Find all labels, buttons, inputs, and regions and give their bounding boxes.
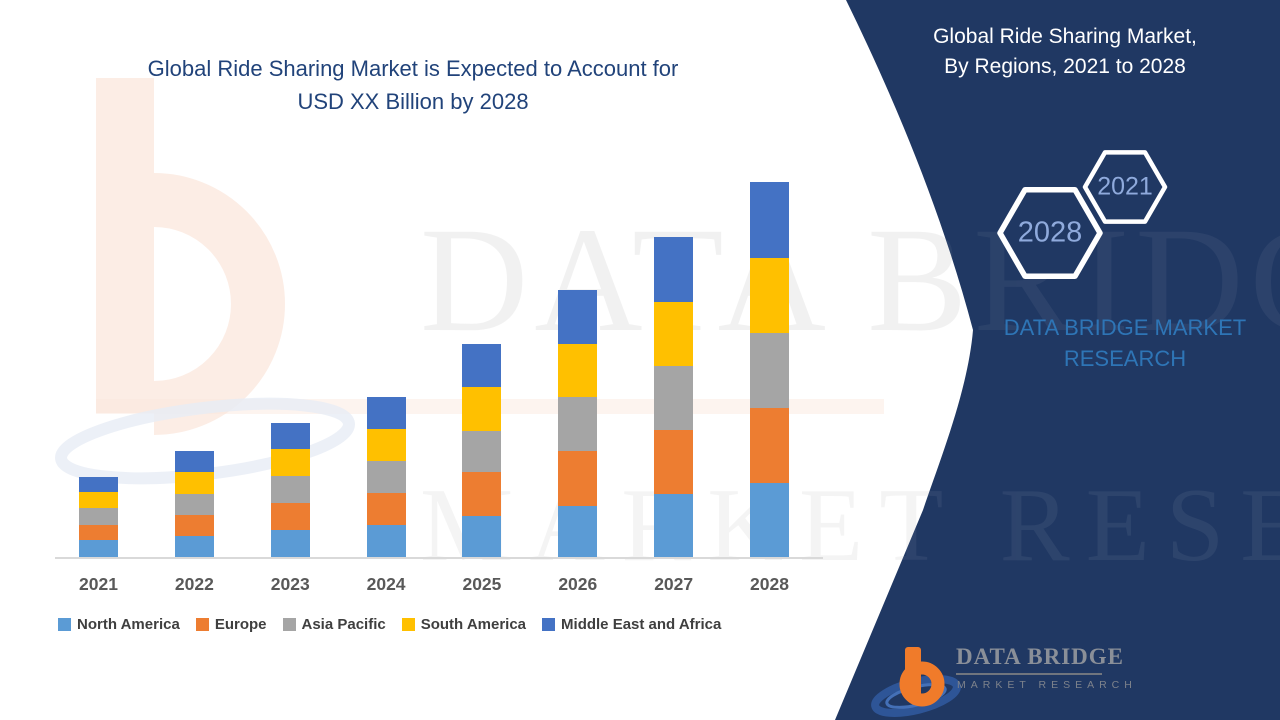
bar-segment-2024-europe [366,493,406,525]
bar-2026 [558,290,598,557]
legend-label-middle-east-and-africa: Middle East and Africa [561,616,722,633]
legend-swatch-europe [195,618,209,631]
logo-name-text: DATA BRIDGE [956,644,1124,669]
panel-title: Global Ride Sharing Market, By Regions, … [890,22,1240,82]
bar-segment-2021-middle-east-and-africa [79,477,118,492]
logo-b-bowl [899,661,945,707]
chart-title: Global Ride Sharing Market is Expected t… [33,52,793,118]
bar-segment-2024-middle-east-and-africa [366,397,406,429]
legend-swatch-middle-east-and-africa [542,618,556,631]
bar-segment-2023-north-america [270,530,310,557]
bar-segment-2021-north-america [79,540,118,557]
legend: North America Europe Asia Pacific South Ame… [58,616,721,633]
legend-swatch-south-america [401,618,415,631]
chart-title-line2: USD XX Billion by 2028 [297,89,529,114]
legend-item-asia-pacific: Asia Pacific [282,616,386,633]
bar-segment-2026-europe [558,451,598,506]
bar-segment-2023-south-america [270,449,310,476]
bar-segment-2028-asia-pacific [750,333,790,408]
bar-segment-2023-europe [270,503,310,530]
bar-segment-2026-north-america [558,506,598,557]
legend-item-south-america: South America [401,616,527,633]
x-axis-label-2028: 2028 [750,574,789,594]
bar-segment-2026-asia-pacific [558,397,598,451]
legend-label-asia-pacific: Asia Pacific [301,616,386,633]
bar-2028 [750,182,790,557]
bar-segment-2025-asia-pacific [462,431,502,472]
legend-label-south-america: South America [420,616,527,633]
x-axis-label-2027: 2027 [654,574,694,594]
bar-segment-2028-north-america [750,483,790,557]
bar-segment-2027-north-america [654,494,694,557]
logo-subtext: MARKET RESEARCH [957,679,1137,691]
bar-segment-2027-europe [654,430,694,494]
bar-segment-2027-middle-east-and-africa [654,237,694,302]
bar-segment-2028-middle-east-and-africa [750,182,790,258]
logo-divider [956,673,1102,675]
x-axis-label-2022: 2022 [174,574,214,594]
bar-segment-2022-asia-pacific [174,494,214,515]
bar-segment-2026-middle-east-and-africa [558,290,598,344]
bar-segment-2021-asia-pacific [79,508,118,525]
bar-segment-2024-north-america [366,525,406,557]
bar-segment-2022-south-america [174,472,214,494]
bar-segment-2028-europe [750,408,790,483]
panel-title-line2: By Regions, 2021 to 2028 [944,55,1186,78]
x-axis-line [55,557,823,559]
bar-segment-2022-north-america [174,536,214,557]
bar-2024 [366,397,406,557]
legend-item-europe: Europe [195,616,267,633]
bar-2022 [174,451,214,557]
hexagon-2021 [1082,150,1168,224]
x-axis-label-2026: 2026 [558,574,598,594]
bar-segment-2024-south-america [366,429,406,461]
hexagon-2021-label: 2021 [1097,172,1153,201]
chart-title-line1: Global Ride Sharing Market is Expected t… [147,56,679,81]
bar-segment-2028-south-america [750,258,790,333]
bar-2025 [462,344,502,557]
bar-segment-2026-south-america [558,344,598,397]
x-axis-label-2024: 2024 [366,574,406,594]
x-axis-label-2023: 2023 [270,574,310,594]
bar-segment-2022-europe [174,515,214,536]
panel-brand-line1: DATA BRIDGE MARKET [1003,315,1247,340]
legend-item-north-america: North America [58,616,180,633]
logo-mark [871,647,961,717]
legend-swatch-north-america [58,618,71,631]
legend-label-north-america: North America [77,616,180,633]
x-axis-label-2021: 2021 [79,574,118,594]
legend-swatch-asia-pacific [282,618,296,631]
bar-segment-2025-south-america [462,387,502,431]
panel-brand-line2: RESEARCH [1063,346,1187,371]
right-panel-shape [835,0,1280,720]
hexagon-2028 [997,186,1103,280]
bar-2021 [79,477,118,557]
bar-segment-2023-middle-east-and-africa [270,423,310,449]
legend-item-middle-east-and-africa: Middle East and Africa [542,616,721,633]
bar-segment-2025-europe [462,472,502,516]
panel-title-line1: Global Ride Sharing Market, [933,25,1197,48]
bar-segment-2021-europe [79,525,118,540]
bar-segment-2022-middle-east-and-africa [174,451,214,472]
bar-segment-2024-asia-pacific [366,461,406,493]
bar-segment-2021-south-america [79,492,118,508]
x-axis-label-2025: 2025 [462,574,502,594]
panel-brand-text: DATA BRIDGE MARKET RESEARCH [1000,312,1250,374]
bar-2027 [654,237,694,557]
bar-segment-2023-asia-pacific [270,476,310,503]
legend-label-europe: Europe [214,616,267,633]
bar-segment-2027-south-america [654,302,694,366]
bar-segment-2027-asia-pacific [654,366,694,430]
bar-2023 [270,423,310,557]
hexagon-2028-label: 2028 [1017,216,1083,249]
bar-segment-2025-north-america [462,516,502,557]
bar-segment-2025-middle-east-and-africa [462,344,502,387]
